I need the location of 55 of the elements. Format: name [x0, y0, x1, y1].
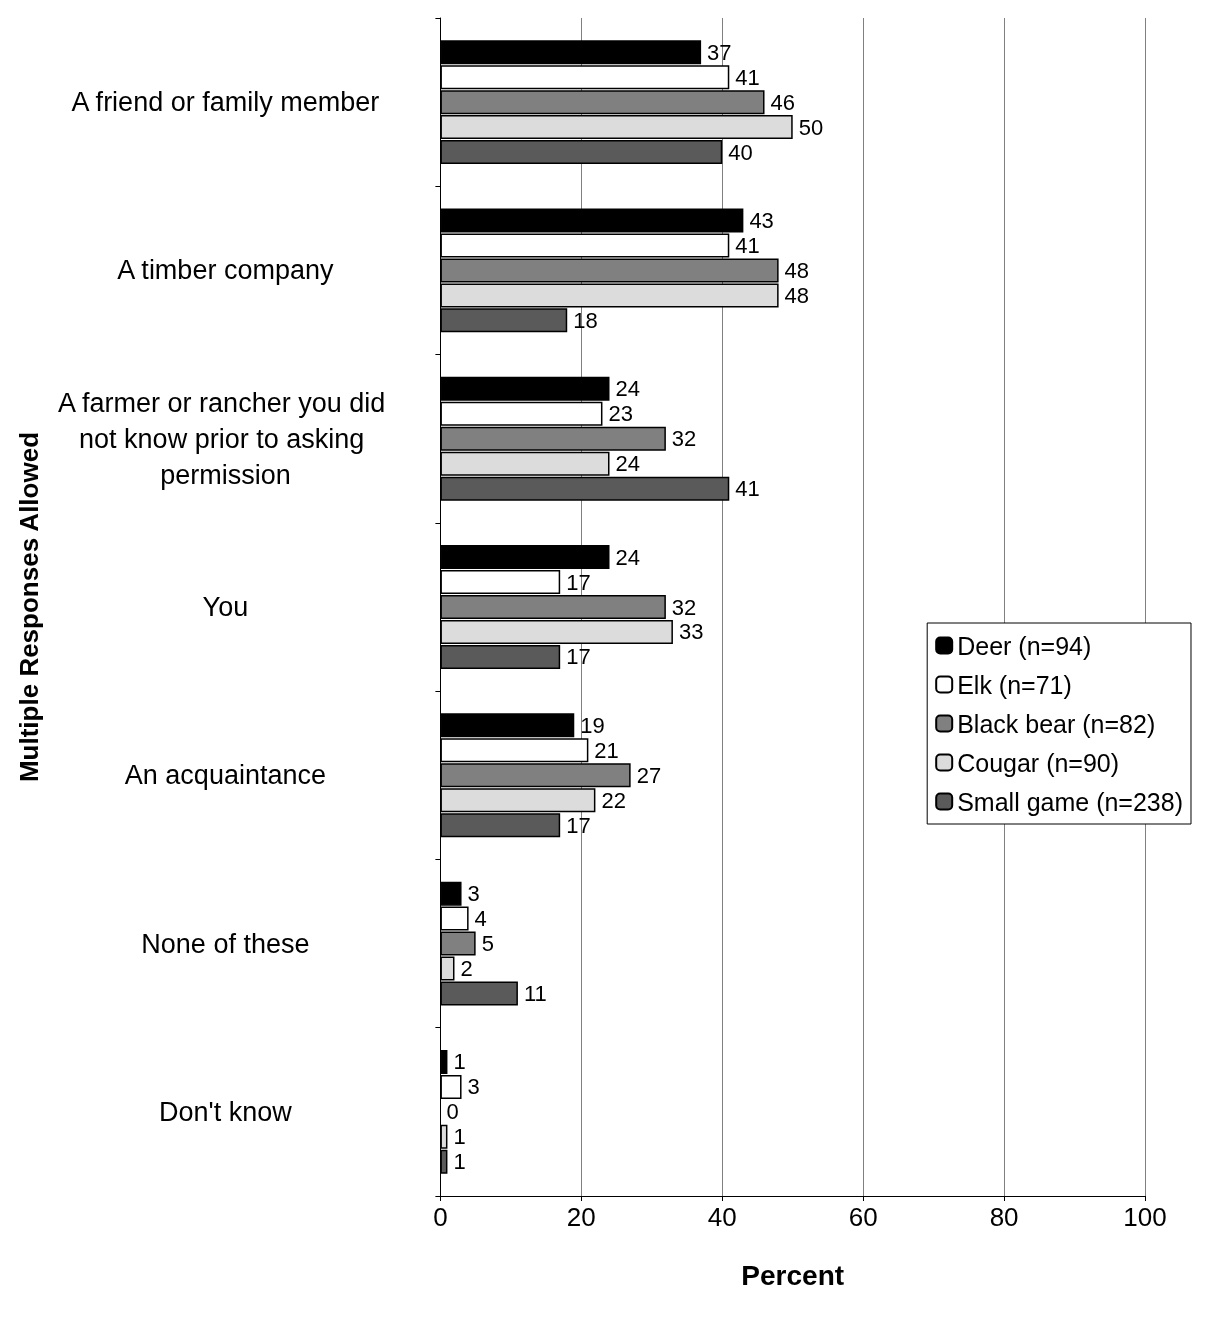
data-label: 1 [453, 1124, 466, 1150]
y-tick-label: You [202, 592, 249, 622]
y-tick-label: None of these [141, 928, 310, 959]
data-label: 41 [735, 64, 760, 90]
data-label: 46 [770, 89, 795, 115]
y-tick-label: A friend or family member [71, 87, 380, 118]
data-label: 3 [467, 1074, 480, 1100]
data-label: 24 [615, 544, 640, 570]
legend-label: Black bear (n=82) [957, 709, 1156, 738]
data-label: 27 [636, 762, 662, 788]
legend-label: Deer (n=94) [957, 631, 1092, 660]
y-tick-label: A timber company [117, 255, 334, 286]
y-tick-label: Don't know [159, 1096, 293, 1127]
x-tick-label: 80 [989, 1202, 1019, 1232]
data-label: 17 [566, 812, 591, 838]
x-tick-label: 100 [1123, 1202, 1167, 1232]
data-label: 21 [594, 737, 619, 763]
y-axis-title: Multiple Responses Allowed [14, 431, 44, 783]
data-label: 17 [566, 644, 591, 670]
legend-label: Small game (n=238) [957, 787, 1184, 816]
data-label: 5 [481, 931, 494, 957]
legend-label: Cougar (n=90) [957, 748, 1120, 777]
legend-label: Elk (n=71) [957, 670, 1072, 699]
data-label: 48 [784, 257, 810, 283]
data-label: 41 [735, 232, 760, 258]
data-label: 23 [608, 401, 633, 427]
data-label: 19 [580, 712, 605, 738]
data-label: 33 [678, 619, 704, 645]
x-tick-label: 40 [707, 1202, 737, 1232]
data-label: 0 [446, 1099, 459, 1125]
data-label: 17 [566, 569, 591, 595]
data-label: 2 [460, 956, 473, 982]
x-axis-title: Percent [741, 1259, 845, 1291]
data-label: 1 [453, 1149, 466, 1175]
data-label: 4 [474, 906, 487, 932]
y-tick-label: An acquaintance [124, 760, 326, 791]
data-label: 50 [798, 114, 824, 140]
data-label: 40 [728, 139, 753, 165]
x-tick-label: 0 [433, 1202, 448, 1232]
data-label: 32 [671, 594, 697, 620]
x-tick-label: 60 [848, 1202, 878, 1232]
data-label: 18 [573, 307, 598, 333]
data-label: 22 [601, 787, 626, 813]
data-label: 41 [735, 476, 760, 502]
data-label: 1 [453, 1049, 466, 1075]
data-label: 43 [749, 208, 774, 234]
data-label: 32 [671, 426, 697, 452]
data-label: 37 [707, 39, 732, 65]
x-tick-label: 20 [566, 1202, 596, 1232]
data-label: 3 [467, 881, 480, 907]
data-label: 24 [615, 376, 640, 402]
y-tick-label: A farmer or rancher you did not know prior to asking permission [58, 387, 393, 490]
data-label: 48 [784, 282, 810, 308]
data-label: 24 [615, 451, 640, 477]
data-label: 11 [523, 980, 547, 1006]
